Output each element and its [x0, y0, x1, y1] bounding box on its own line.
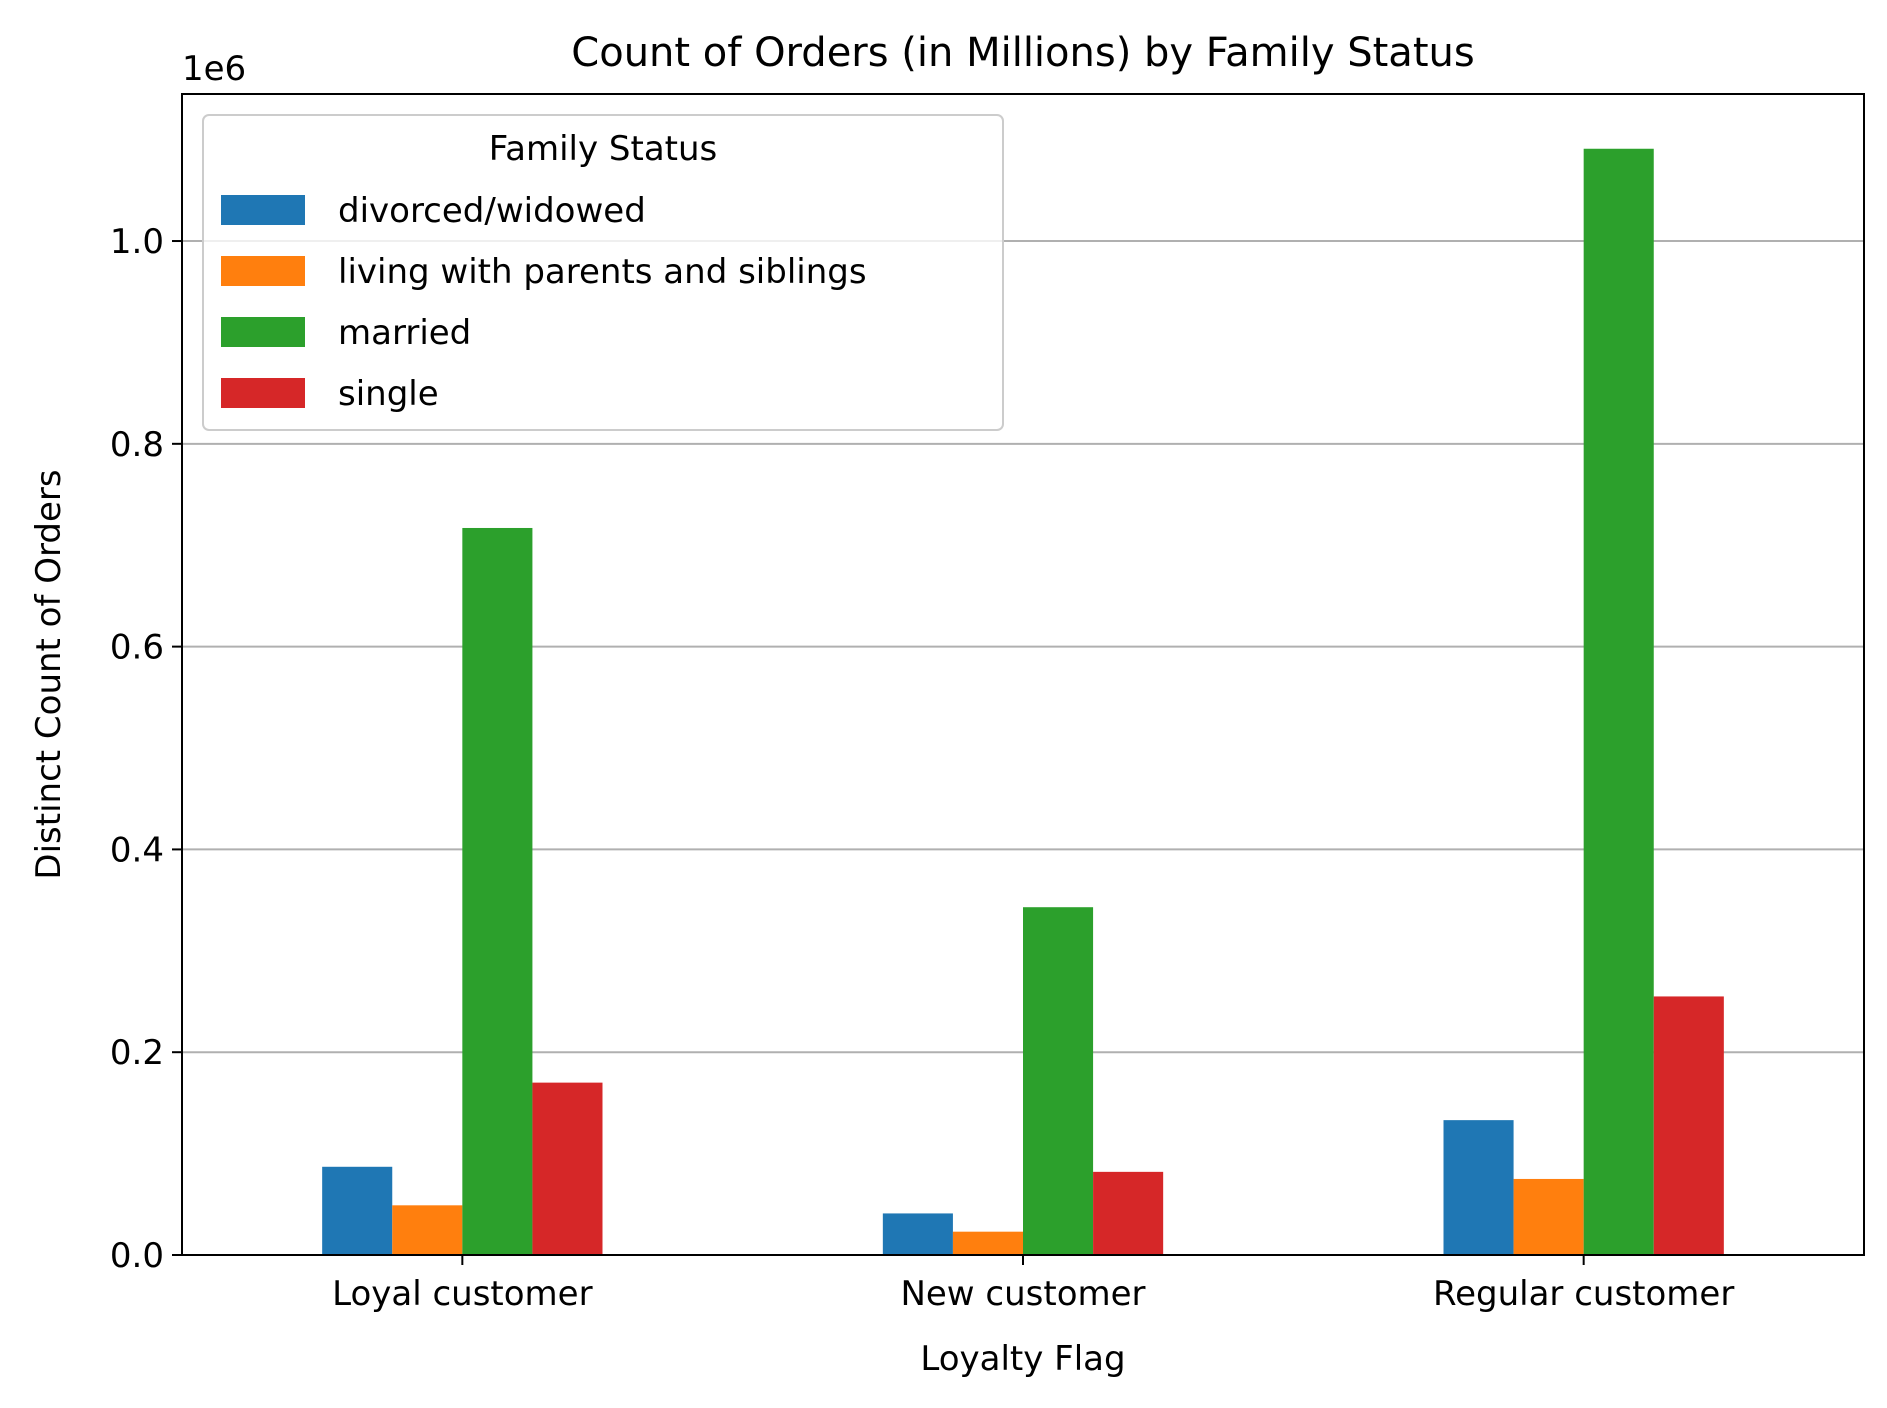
bar	[392, 1205, 463, 1255]
legend-swatch	[221, 378, 305, 408]
y-tick-label: 0.4	[110, 830, 164, 870]
x-tick-label: Loyal customer	[332, 1274, 592, 1314]
x-tick-label: New customer	[900, 1274, 1145, 1314]
bar	[882, 1213, 953, 1255]
bar	[1653, 996, 1724, 1255]
y-tick-label: 0.0	[110, 1236, 164, 1276]
y-tick-label: 0.8	[110, 425, 164, 465]
bar	[952, 1231, 1023, 1255]
legend-entry-label: married	[338, 313, 471, 353]
legend-swatch	[221, 317, 305, 347]
legend-swatch	[221, 256, 305, 286]
x-tick-label: Regular customer	[1433, 1274, 1734, 1314]
legend-title: Family Status	[489, 129, 718, 169]
x-axis-ticks: Loyal customer New customer Regular custom…	[332, 1255, 1734, 1314]
y-axis-ticks: 0.0 0.2 0.4 0.6 0.8 1.0	[110, 222, 182, 1276]
bar	[532, 1082, 603, 1255]
bar	[322, 1166, 393, 1255]
legend-swatch	[221, 195, 305, 225]
y-tick-label: 0.6	[110, 628, 164, 668]
legend-entry-label: living with parents and siblings	[338, 252, 867, 292]
bar	[1513, 1178, 1584, 1255]
chart-title: Count of Orders (in Millions) by Family …	[571, 30, 1474, 76]
legend-box	[202, 114, 1004, 431]
bar	[462, 527, 533, 1255]
bar	[1583, 148, 1654, 1255]
bars	[322, 148, 1724, 1255]
y-tick-label: 1.0	[110, 222, 164, 262]
y-axis-offset-label: 1e6	[182, 49, 246, 89]
y-tick-label: 0.2	[110, 1033, 164, 1073]
legend-entry-label: divorced/widowed	[338, 191, 646, 231]
legend-entry-label: single	[338, 374, 439, 414]
x-axis-label: Loyalty Flag	[920, 1339, 1125, 1379]
bar	[1023, 907, 1094, 1255]
bar	[1093, 1171, 1164, 1255]
bar	[1443, 1120, 1514, 1255]
legend: Family Status divorced/widowed living wit…	[202, 114, 1004, 431]
y-axis-label: Distinct Count of Orders	[29, 469, 69, 879]
